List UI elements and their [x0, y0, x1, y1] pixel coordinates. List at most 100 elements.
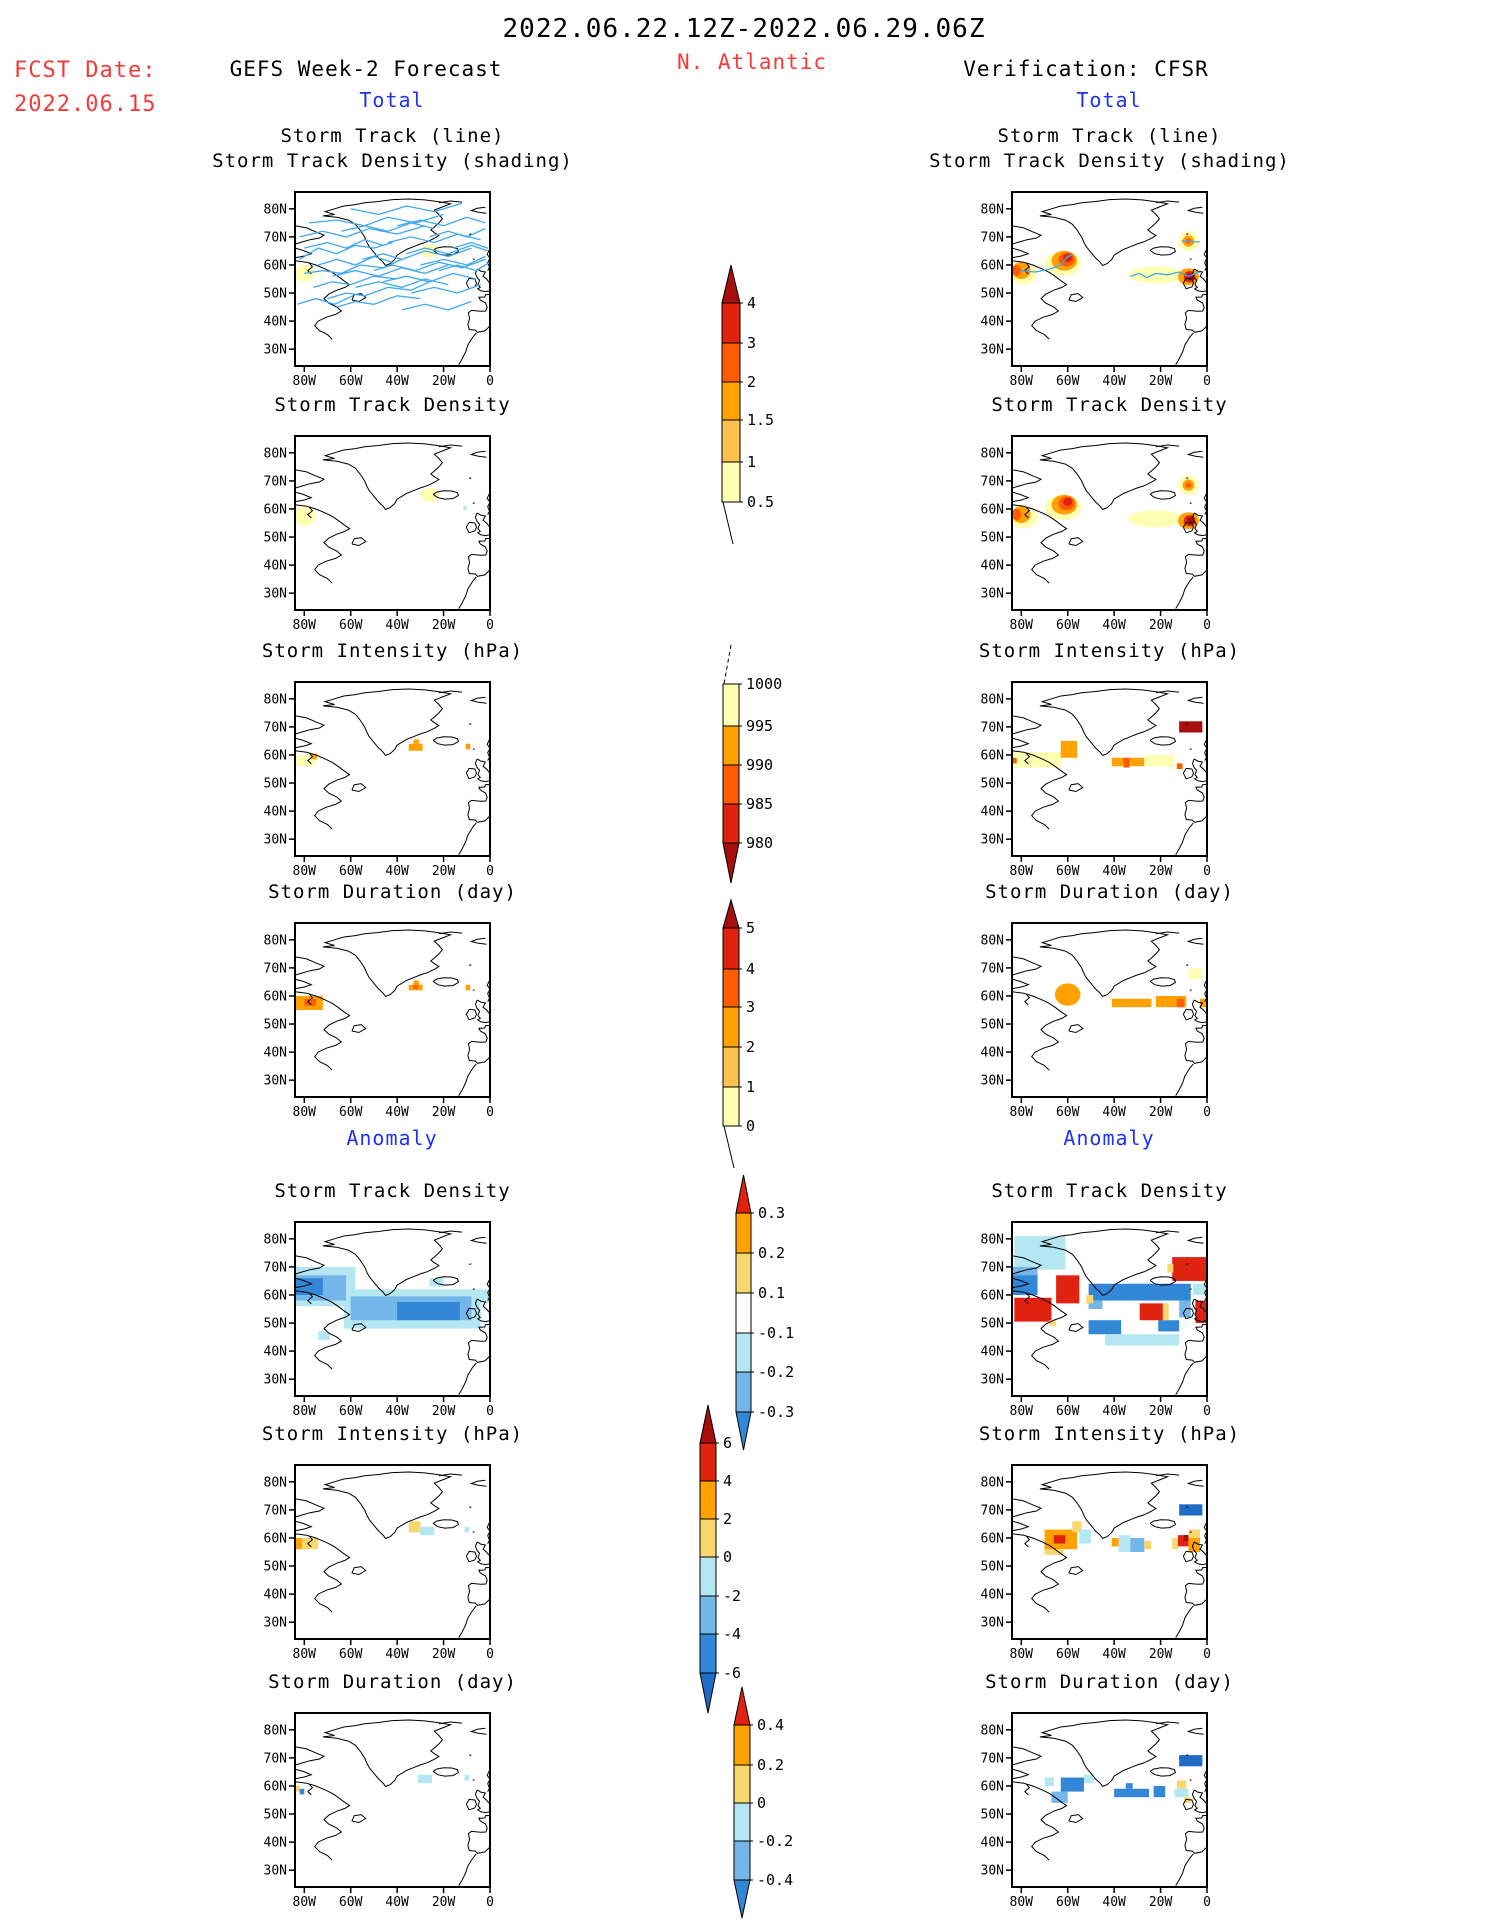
coastline — [1149, 246, 1177, 256]
storm-track-line — [318, 255, 393, 266]
coastline — [467, 537, 490, 577]
colorbar-anomaly-intensity: 6 4 2 0 -2 -4 -6 — [699, 1404, 741, 1714]
lat-tick-label: 50N — [981, 777, 1004, 792]
coastline — [307, 993, 314, 1006]
colorbar-anomaly-track-density: 0.3 0.2 0.1 -0.1 -0.2 -0.3 — [735, 1174, 794, 1451]
fcst-date-value: 2022.06.15 — [14, 92, 157, 117]
lon-tick-label: 20W — [432, 618, 456, 633]
shading-cell — [1086, 1294, 1094, 1304]
coastline — [458, 1063, 477, 1096]
coastline — [322, 688, 453, 756]
lat-tick-label: 40N — [264, 559, 287, 574]
map-panel-left-row6: 80N 70N 60N 50N 40N 30N 80W 60W 40W 20W 0 — [245, 1460, 495, 1665]
coastline — [1175, 576, 1194, 609]
coastline — [1068, 783, 1084, 793]
shading-blob — [1128, 266, 1184, 284]
colorbar-tick-label: -0.1 — [758, 1324, 794, 1342]
lat-tick-label: 40N — [981, 1836, 1004, 1851]
coastline — [351, 537, 367, 547]
shading-cell — [295, 1537, 302, 1550]
lon-tick-label: 60W — [1056, 1105, 1080, 1120]
shading-cell — [1158, 1320, 1180, 1332]
shading-cell — [304, 998, 316, 1006]
coastline — [1012, 1533, 1068, 1613]
colorbar-tick-label: 0.2 — [757, 1756, 784, 1774]
coastline — [1068, 1566, 1084, 1576]
map-panel-right-row4: 80N 70N 60N 50N 40N 30N 80W 60W 40W 20W 0 — [962, 918, 1212, 1123]
coastline — [1149, 490, 1177, 500]
shading-cell — [1195, 1300, 1207, 1324]
panel-title-left-row6: Storm Intensity (hPa) — [261, 1423, 524, 1445]
shading-cell — [1111, 1537, 1119, 1547]
lon-tick-label: 60W — [339, 1105, 363, 1120]
lon-tick-label: 20W — [432, 1895, 456, 1910]
lon-tick-label: 20W — [432, 864, 456, 879]
lon-tick-label: 80W — [293, 1404, 317, 1419]
shading-cell — [1088, 1300, 1103, 1309]
storm-track-line — [336, 295, 421, 308]
colorbar-tick-label: 0.4 — [757, 1716, 784, 1734]
coastline — [1068, 537, 1084, 547]
colorbar-total-track-density: 4 3 2 1.5 1 0.5 — [721, 264, 774, 545]
colorbar-tick-label: 4 — [747, 294, 756, 312]
coastline — [1149, 736, 1177, 746]
lat-tick-label: 30N — [264, 1864, 287, 1879]
coastline — [1012, 956, 1043, 976]
lat-tick-label: 70N — [264, 961, 287, 976]
lon-tick-label: 0 — [486, 1647, 494, 1662]
panel-title-right-row1-line1: Storm Track (line) — [997, 125, 1222, 147]
lat-tick-label: 30N — [981, 1074, 1004, 1089]
panel-title-right-row7: Storm Duration (day) — [985, 1671, 1234, 1693]
coastline — [1039, 1228, 1170, 1296]
colorbar-total-intensity: 1000 995 990 985 980 — [722, 644, 782, 884]
coastline — [1012, 1498, 1043, 1518]
shading-cell — [413, 984, 419, 989]
lat-tick-label: 40N — [981, 559, 1004, 574]
lat-tick-label: 60N — [981, 1779, 1004, 1794]
storm-track-line — [438, 261, 490, 272]
coastline — [467, 1323, 490, 1363]
lon-tick-label: 0 — [1203, 1105, 1211, 1120]
coastline — [1184, 1323, 1207, 1363]
shading-cell — [420, 1526, 435, 1536]
lat-tick-label: 70N — [981, 1260, 1004, 1275]
shading-cell — [408, 743, 423, 751]
panel-title-right-row4: Storm Duration (day) — [985, 881, 1234, 903]
coastline — [1184, 293, 1207, 333]
shading-blob — [1185, 482, 1192, 488]
coastline — [1184, 1566, 1207, 1606]
lat-tick-label: 70N — [981, 961, 1004, 976]
coastline — [474, 1298, 490, 1323]
shading-cell — [1130, 1537, 1145, 1552]
coastline — [1189, 1531, 1192, 1533]
lat-tick-label: 40N — [981, 315, 1004, 330]
lon-tick-label: 20W — [432, 1404, 456, 1419]
lon-tick-label: 0 — [486, 1895, 494, 1910]
coastline — [469, 696, 487, 704]
lat-tick-label: 80N — [981, 692, 1004, 707]
colorbar-tick-label: 1.5 — [747, 411, 774, 429]
lat-tick-label: 80N — [264, 202, 287, 217]
coastline — [307, 1292, 314, 1305]
coastline — [468, 477, 472, 479]
lat-tick-label: 60N — [981, 748, 1004, 763]
lon-tick-label: 40W — [385, 374, 409, 389]
coastline — [1155, 444, 1180, 448]
coastline — [1186, 696, 1204, 704]
coastline — [1182, 1307, 1195, 1320]
coastline — [1149, 977, 1177, 987]
coastline — [468, 1506, 472, 1508]
coastline — [295, 1520, 313, 1532]
coastline — [474, 758, 490, 783]
panel-title-right-row6: Storm Intensity (hPa) — [978, 1423, 1241, 1445]
lon-tick-label: 80W — [1010, 1647, 1034, 1662]
lon-tick-label: 0 — [486, 1404, 494, 1419]
coastline — [476, 1789, 490, 1805]
coastline — [1012, 491, 1030, 503]
shading-cell — [1114, 1788, 1149, 1798]
lat-tick-label: 80N — [264, 446, 287, 461]
coastline — [469, 1727, 487, 1735]
coastline — [1185, 1506, 1189, 1508]
coastline — [1193, 512, 1207, 528]
coastline — [295, 978, 313, 990]
